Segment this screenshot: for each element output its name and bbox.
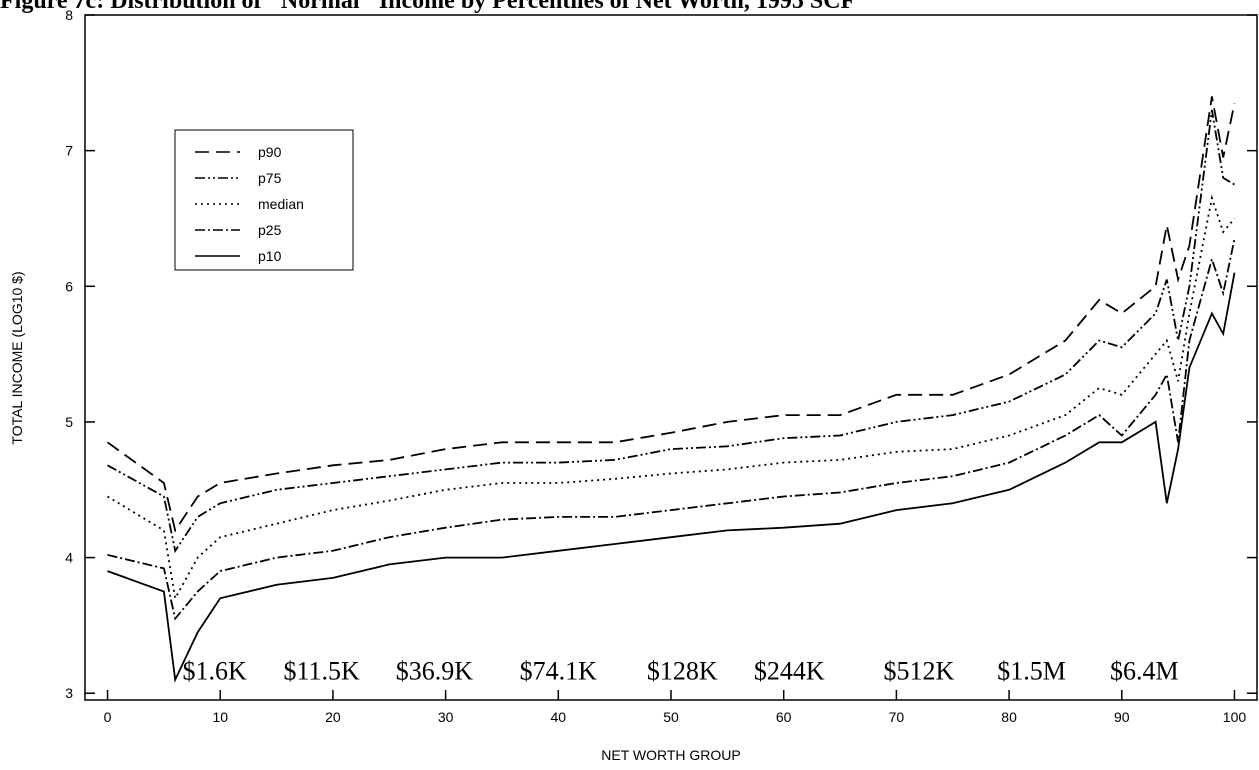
- x-axis-label: NET WORTH GROUP: [601, 747, 741, 763]
- series-line-p75: [107, 109, 1235, 554]
- annotation-label: $6.4M: [1110, 657, 1179, 686]
- x-tick-label: 90: [1114, 709, 1130, 725]
- legend-label-p25: p25: [258, 222, 282, 238]
- x-tick-label: 60: [776, 709, 792, 725]
- annotation-label: $1.5M: [997, 657, 1066, 686]
- y-tick-label: 7: [65, 143, 73, 159]
- legend: p90 p75 median p25 p10: [174, 129, 354, 271]
- annotation-label: $1.6K: [182, 657, 247, 686]
- y-tick-label: 8: [65, 7, 73, 23]
- x-tick-label: 10: [212, 709, 228, 725]
- x-tick-label: 30: [438, 709, 454, 725]
- annotation-label: $512K: [884, 657, 955, 686]
- x-tick-label: 40: [551, 709, 567, 725]
- y-tick-label: 6: [65, 278, 73, 294]
- y-axis-label: TOTAL INCOME (LOG10 $): [9, 271, 25, 444]
- legend-label-p90: p90: [258, 144, 282, 160]
- y-tick-label: 3: [65, 685, 73, 701]
- y-tick-label: 5: [65, 414, 73, 430]
- x-tick-label: 70: [889, 709, 905, 725]
- legend-box: [174, 129, 354, 271]
- annotation-label: $244K: [754, 657, 825, 686]
- x-tick-label: 80: [1001, 709, 1017, 725]
- x-tick-label: 0: [104, 709, 112, 725]
- x-tick-label: 100: [1223, 709, 1247, 725]
- x-tick-label: 20: [325, 709, 341, 725]
- annotation-label: $74.1K: [520, 657, 598, 686]
- legend-label-p75: p75: [258, 170, 282, 186]
- legend-label-median: median: [258, 196, 304, 212]
- series-line-p10: [107, 272, 1236, 683]
- net-worth-annotations: $1.6K $11.5K $36.9K $74.1K $128K $244K $512K $1…: [182, 657, 1178, 686]
- y-axis: 3 4 5 6 7 8: [65, 7, 1257, 701]
- legend-label-p10: p10: [258, 248, 282, 264]
- annotation-label: $36.9K: [396, 657, 474, 686]
- series-lines: [106, 96, 1236, 683]
- series-line-median: [107, 194, 1236, 601]
- series-line-p25: [107, 238, 1236, 621]
- series-line-p90: [106, 96, 1236, 533]
- x-axis: 0 10 20 30 40 50 60 70 80 90 100: [104, 690, 1247, 725]
- plot-frame: [84, 14, 1258, 701]
- annotation-label: $11.5K: [283, 657, 360, 686]
- x-tick-label: 50: [663, 709, 679, 725]
- annotation-label: $128K: [647, 657, 718, 686]
- chart-title: Figure 7c: Distribution of "Normal" Inco…: [0, 0, 855, 14]
- y-tick-label: 4: [65, 550, 73, 566]
